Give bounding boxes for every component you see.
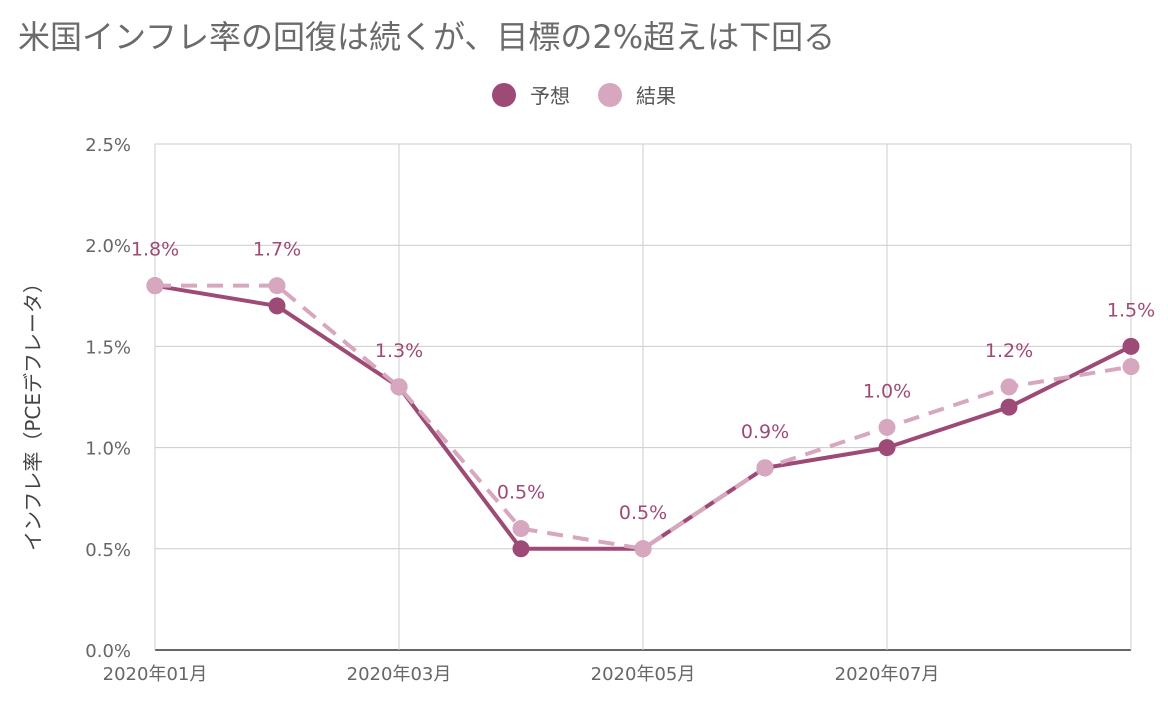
legend-label-actual: 結果	[636, 84, 676, 108]
legend-swatch-forecast	[492, 82, 516, 107]
data-point-actual	[634, 540, 652, 558]
y-tick-label: 2.5%	[85, 135, 131, 156]
y-tick-label: 2.0%	[85, 236, 131, 257]
x-tick-label: 2020年05月	[591, 664, 696, 685]
data-label: 0.5%	[619, 502, 667, 524]
data-point-actual	[512, 520, 530, 538]
legend-label-forecast: 予想	[530, 84, 570, 108]
series-points	[146, 277, 1140, 558]
legend-item-actual[interactable]: 結果	[598, 80, 676, 109]
data-label: 1.0%	[863, 380, 911, 402]
series-line-actual	[155, 283, 1132, 551]
data-point-forecast	[1122, 337, 1140, 355]
y-axis-title: インフレ率（PCEデフレータ）	[21, 273, 45, 551]
x-tick-label: 2020年03月	[347, 664, 452, 685]
chart-legend: 予想 結果	[0, 80, 1168, 109]
data-point-forecast	[878, 439, 896, 457]
chart-title: 米国インフレ率の回復は続くが、目標の2%超えは下回る	[18, 18, 836, 56]
y-tick-label: 0.0%	[85, 641, 131, 662]
data-label: 1.7%	[253, 239, 301, 261]
data-label: 1.8%	[131, 239, 179, 261]
data-label: 1.5%	[1107, 299, 1155, 321]
data-point-actual	[146, 277, 164, 295]
data-labels: 1.8% 1.7% 1.3% 0.5% 0.5% 0.9% 1.0% 1.2% 1.5%	[131, 239, 1155, 524]
axes: 0.0% 0.5% 1.0% 1.5% 2.0% 2.5% 2020年01月 2020年03月…	[21, 135, 939, 685]
data-point-actual	[1000, 378, 1018, 396]
y-tick-label: 0.5%	[85, 540, 131, 561]
data-label: 1.3%	[375, 340, 423, 362]
legend-item-forecast[interactable]: 予想	[492, 80, 570, 109]
legend-swatch-actual	[598, 82, 622, 107]
x-tick-label: 2020年01月	[103, 664, 208, 685]
data-label: 0.5%	[497, 482, 545, 504]
data-point-actual	[878, 418, 896, 436]
y-tick-label: 1.0%	[85, 439, 131, 460]
data-point-forecast	[512, 540, 530, 558]
y-tick-label: 1.5%	[85, 337, 131, 358]
data-point-actual	[390, 378, 408, 396]
data-point-forecast	[1000, 398, 1018, 416]
data-point-actual	[756, 459, 774, 477]
data-point-forecast	[268, 297, 286, 315]
data-label: 0.9%	[741, 421, 789, 443]
data-point-actual	[1122, 358, 1140, 376]
data-point-actual	[268, 277, 286, 295]
data-label: 1.2%	[985, 340, 1033, 362]
x-tick-label: 2020年07月	[835, 664, 940, 685]
